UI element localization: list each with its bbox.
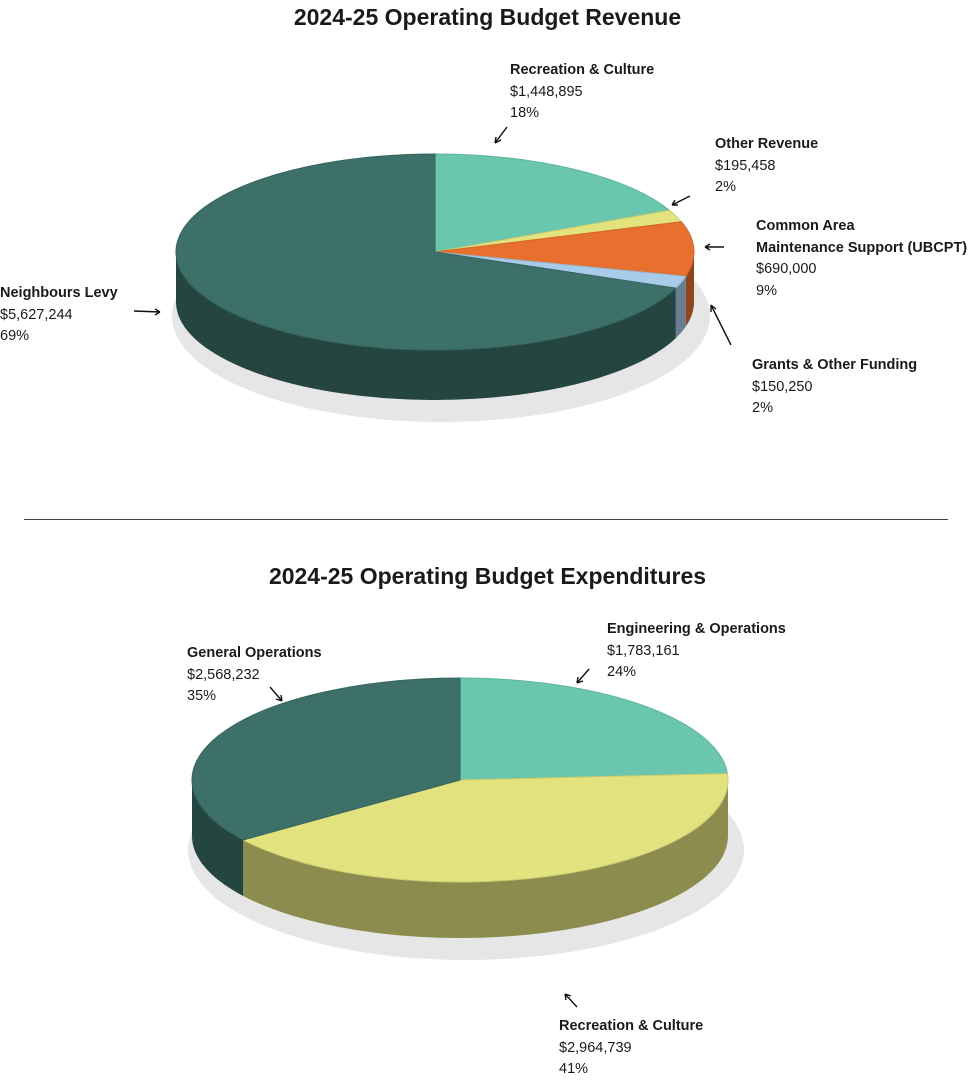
slice-percent: 18% [510,105,540,121]
pie-slice [434,221,695,277]
arrow-icon [576,668,590,684]
pie-slice [191,677,461,841]
slice-name: Other Revenue [715,136,819,152]
slice-name: Common Area [756,218,855,234]
slice-percent: 69% [0,328,30,344]
arrow-icon [269,686,283,702]
arrow-icon [704,243,724,251]
expenditures-pie [188,677,744,960]
slice-value: $195,458 [715,157,776,174]
data-label: General Operations $2,568,232 35% [187,643,322,708]
slice-name: Engineering & Operations [607,621,786,637]
slice-name: Maintenance Support (UBCPT) [756,239,968,256]
arrow-icon [494,126,508,144]
slice-value: $5,627,244 [0,306,73,323]
slice-name: Neighbours Levy [0,285,118,301]
slice-name: General Operations [187,645,322,661]
slice-percent: 24% [607,664,637,680]
slice-value: $150,250 [752,378,813,395]
slice-value: $2,568,232 [187,666,260,683]
slice-side [192,780,244,896]
slice-side [675,276,686,339]
slice-side [243,780,728,938]
slice-percent: 2% [752,400,773,416]
slice-percent: 41% [559,1061,589,1077]
arrow-icon [564,993,578,1008]
slice-name: Grants & Other Funding [752,357,918,373]
slice-name: Recreation & Culture [510,62,655,78]
expenditures-chart-title: 2024-25 Operating Budget Expenditures [268,563,707,589]
arrow-icon [710,304,732,346]
revenue-chart-title: 2024-25 Operating Budget Revenue [293,4,682,30]
slice-percent: 9% [756,282,777,299]
arrow-icon [671,195,691,206]
data-label: Neighbours Levy $5,627,244 69% [0,283,118,348]
slice-percent: 35% [187,688,217,704]
slice-value: $2,964,739 [559,1039,632,1056]
data-label: Other Revenue $195,458 2% [715,134,818,199]
data-label: Engineering & Operations $1,783,161 24% [607,619,786,684]
slice-value: $690,000 [756,261,817,277]
slice-value: $1,448,895 [510,83,583,100]
slice-side [685,252,694,327]
pie-slice [459,677,729,781]
pie-slice [434,153,671,253]
pie-slice [241,773,729,883]
slice-name: Recreation & Culture [559,1018,704,1034]
data-label: Recreation & Culture $2,964,739 41% [559,1016,703,1081]
data-label: Common Area Maintenance Support (UBCPT) … [756,216,967,302]
divider [24,519,948,520]
arrow-icon [133,308,161,316]
pie-slice [175,153,677,351]
data-label: Recreation & Culture $1,448,895 18% [510,60,654,125]
leader-arrows [133,126,732,1008]
data-label: Grants & Other Funding $150,250 2% [752,355,917,420]
slice-percent: 2% [715,179,736,195]
slice-value: $1,783,161 [607,642,680,659]
revenue-pie [172,153,710,422]
slice-side [176,252,676,401]
